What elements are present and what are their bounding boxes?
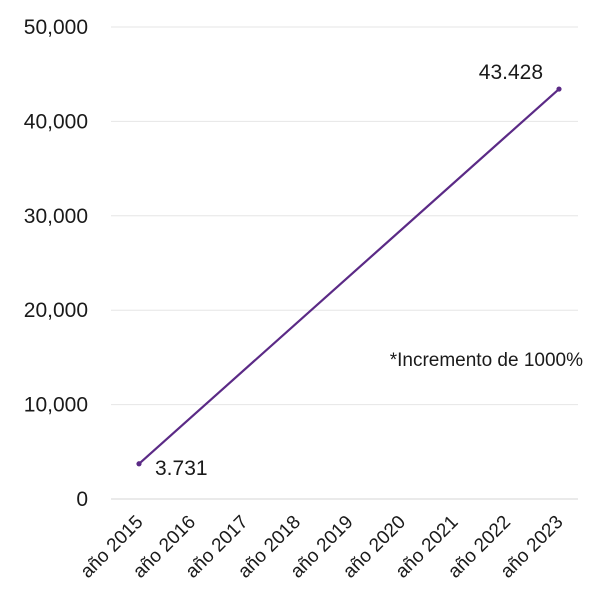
y-tick-label: 20,000 (24, 299, 88, 322)
data-label: 43.428 (479, 61, 543, 84)
series-line (138, 88, 560, 465)
data-label: 3.731 (155, 457, 208, 480)
y-tick-label: 50,000 (24, 16, 88, 39)
gridlines (111, 26, 578, 500)
y-axis-tick-labels: 0 10,000 20,000 30,000 40,000 50,000 (24, 16, 88, 511)
y-tick-label: 40,000 (24, 110, 88, 133)
increment-annotation: *Incremento de 1000% (390, 350, 583, 371)
data-labels: 3.731 43.428 (155, 61, 543, 480)
series (136, 86, 562, 467)
data-point (556, 86, 562, 92)
y-tick-label: 30,000 (24, 205, 88, 228)
y-tick-label: 10,000 (24, 394, 88, 417)
y-tick-label: 0 (76, 488, 88, 511)
data-point (136, 461, 142, 467)
